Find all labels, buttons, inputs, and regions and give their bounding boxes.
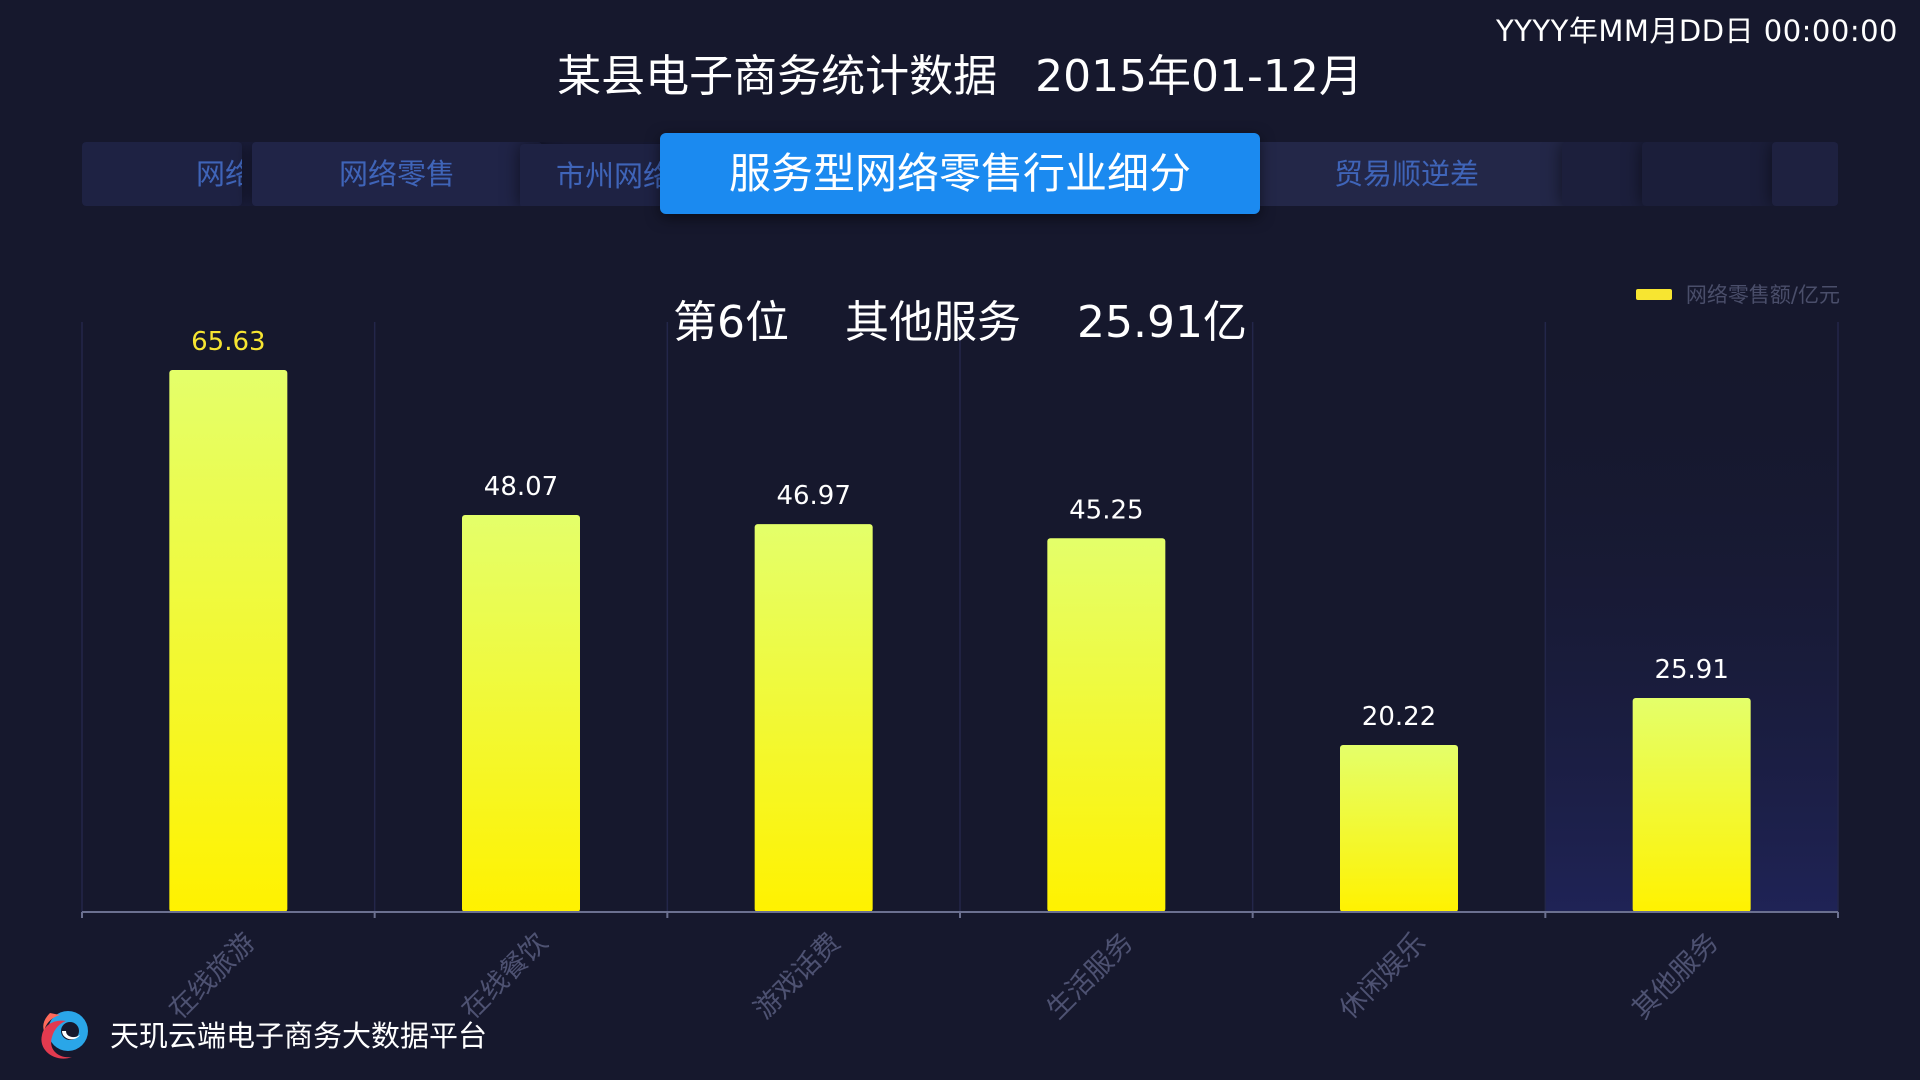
legend-swatch <box>1635 288 1672 300</box>
data-label: 25.91 <box>1654 655 1728 685</box>
bar <box>169 370 288 912</box>
category-label: 游戏话费 <box>748 927 846 1025</box>
chart-legend[interactable]: 网络零售额/亿元 <box>1635 279 1840 309</box>
tab-3[interactable]: 贸易顺逆差 <box>1232 142 1572 206</box>
data-label: 20.22 <box>1362 702 1436 732</box>
highlight-rank: 第6位 <box>673 297 790 348</box>
clock: YYYY年MM月DD日 00:00:00 <box>1495 14 1898 48</box>
data-label: 48.07 <box>484 472 558 502</box>
tab-6[interactable] <box>1772 142 1838 206</box>
tab-1[interactable]: 网络零售 <box>252 142 542 206</box>
bar <box>462 515 580 912</box>
bar <box>1047 538 1166 912</box>
highlight-category: 其他服务 <box>845 297 1022 348</box>
page-title-period: 2015年01-12月 <box>1035 51 1363 102</box>
data-label: 65.63 <box>191 327 265 357</box>
highlight-info: 第6位 其他服务 25.91亿 <box>0 286 1920 350</box>
legend-label: 网络零售额/亿元 <box>1685 283 1840 307</box>
tab-4[interactable] <box>1562 142 1652 206</box>
highlight-value: 25.91亿 <box>1077 297 1247 348</box>
bar <box>1340 745 1458 912</box>
bar <box>1632 698 1751 912</box>
data-label: 45.25 <box>1069 495 1143 525</box>
page-title: 某县电子商务统计数据 2015年01-12月 <box>0 40 1920 104</box>
category-label: 休闲娱乐 <box>1334 927 1432 1025</box>
tab-active[interactable]: 服务型网络零售行业细分 <box>660 133 1260 214</box>
tab-0[interactable]: 网络零售 <box>82 142 242 206</box>
category-label: 生活服务 <box>1041 927 1139 1025</box>
tianji-cloud-logo-icon <box>41 1011 88 1059</box>
data-label: 46.97 <box>776 481 850 511</box>
brand-name: 天玑云端电子商务大数据平台 <box>110 1019 488 1053</box>
page-title-main: 某县电子商务统计数据 <box>557 51 998 102</box>
category-label: 其他服务 <box>1626 927 1724 1025</box>
brand: 天玑云端电子商务大数据平台 <box>32 1005 487 1063</box>
tab-5[interactable] <box>1642 142 1782 206</box>
bar <box>754 524 873 912</box>
